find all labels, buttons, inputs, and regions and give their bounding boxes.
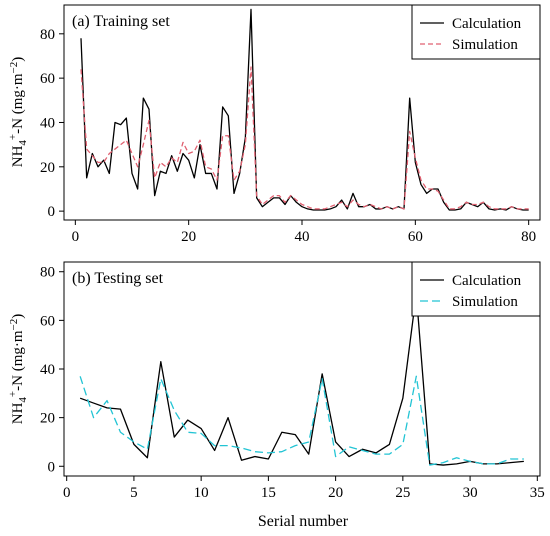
panel-label: (a) Training set xyxy=(72,13,170,30)
y-tick-label: 40 xyxy=(40,362,55,378)
x-tick-label: 35 xyxy=(530,485,545,501)
panel-training-set: 0 20 40 60 80 0 20 40 60 80 NH4+-N (mg·m−2) (a) Tra… xyxy=(7,4,541,245)
x-tick-label: 25 xyxy=(395,485,410,501)
y-axis-label-part: ) xyxy=(10,314,26,319)
legend-label-simulation: Simulation xyxy=(452,37,518,53)
x-tick-label: 20 xyxy=(181,229,196,245)
series-line-simulation xyxy=(80,66,529,210)
y-axis-label: NH4+-N (mg·m−2) xyxy=(7,314,29,425)
y-axis-label-part: NH xyxy=(10,145,26,167)
y-axis-label-part: + xyxy=(7,134,19,140)
x-axis-label: Serial number xyxy=(258,513,349,530)
x-tick-label: 30 xyxy=(463,485,478,501)
y-axis-label-part: NH xyxy=(10,402,26,424)
y-tick-label: 0 xyxy=(48,204,56,220)
y-axis-label-part: −2 xyxy=(8,62,20,74)
y-axis-label-part: ) xyxy=(10,57,26,62)
series-line-calculation xyxy=(80,8,529,211)
y-axis-label-part: 4 xyxy=(17,140,29,146)
panel-testing-set: 0 5 10 15 20 25 30 35 0 20 40 60 80 NH4+-N (mg·m−2) (b… xyxy=(7,261,545,501)
legend-box xyxy=(411,261,541,317)
y-axis-label-part: 4 xyxy=(17,397,29,403)
series-line-calculation xyxy=(79,292,524,466)
y-tick-label: 0 xyxy=(48,459,56,475)
legend-label-calculation: Calculation xyxy=(452,273,522,289)
legend-label-calculation: Calculation xyxy=(452,16,522,32)
y-tick-label: 60 xyxy=(40,313,55,329)
y-axis-label-part: -N (mg·m xyxy=(10,73,26,134)
x-tick-label: 10 xyxy=(194,485,209,501)
legend-label-simulation: Simulation xyxy=(452,294,518,310)
legend-box xyxy=(411,4,541,60)
y-tick-label: 60 xyxy=(40,71,55,87)
x-tick-label: 80 xyxy=(521,229,536,245)
x-tick-label: 5 xyxy=(130,485,138,501)
x-tick-label: 40 xyxy=(295,229,310,245)
x-tick-label: 20 xyxy=(328,485,343,501)
y-tick-label: 20 xyxy=(40,160,55,176)
x-tick-label: 15 xyxy=(261,485,276,501)
x-tick-label: 0 xyxy=(63,485,71,501)
y-tick-label: 80 xyxy=(40,265,55,281)
y-tick-label: 80 xyxy=(40,27,55,43)
panel-label: (b) Testing set xyxy=(72,270,164,287)
y-axis-label-part: -N (mg·m xyxy=(10,330,26,391)
y-tick-label: 20 xyxy=(40,411,55,427)
y-axis-label: NH4+-N (mg·m−2) xyxy=(7,57,29,168)
y-tick-label: 40 xyxy=(40,115,55,131)
x-tick-label: 60 xyxy=(408,229,423,245)
series-line-simulation xyxy=(79,375,524,466)
x-tick-label: 0 xyxy=(72,229,80,245)
y-axis-label-part: −2 xyxy=(8,319,20,331)
y-axis-label-part: + xyxy=(7,391,19,397)
